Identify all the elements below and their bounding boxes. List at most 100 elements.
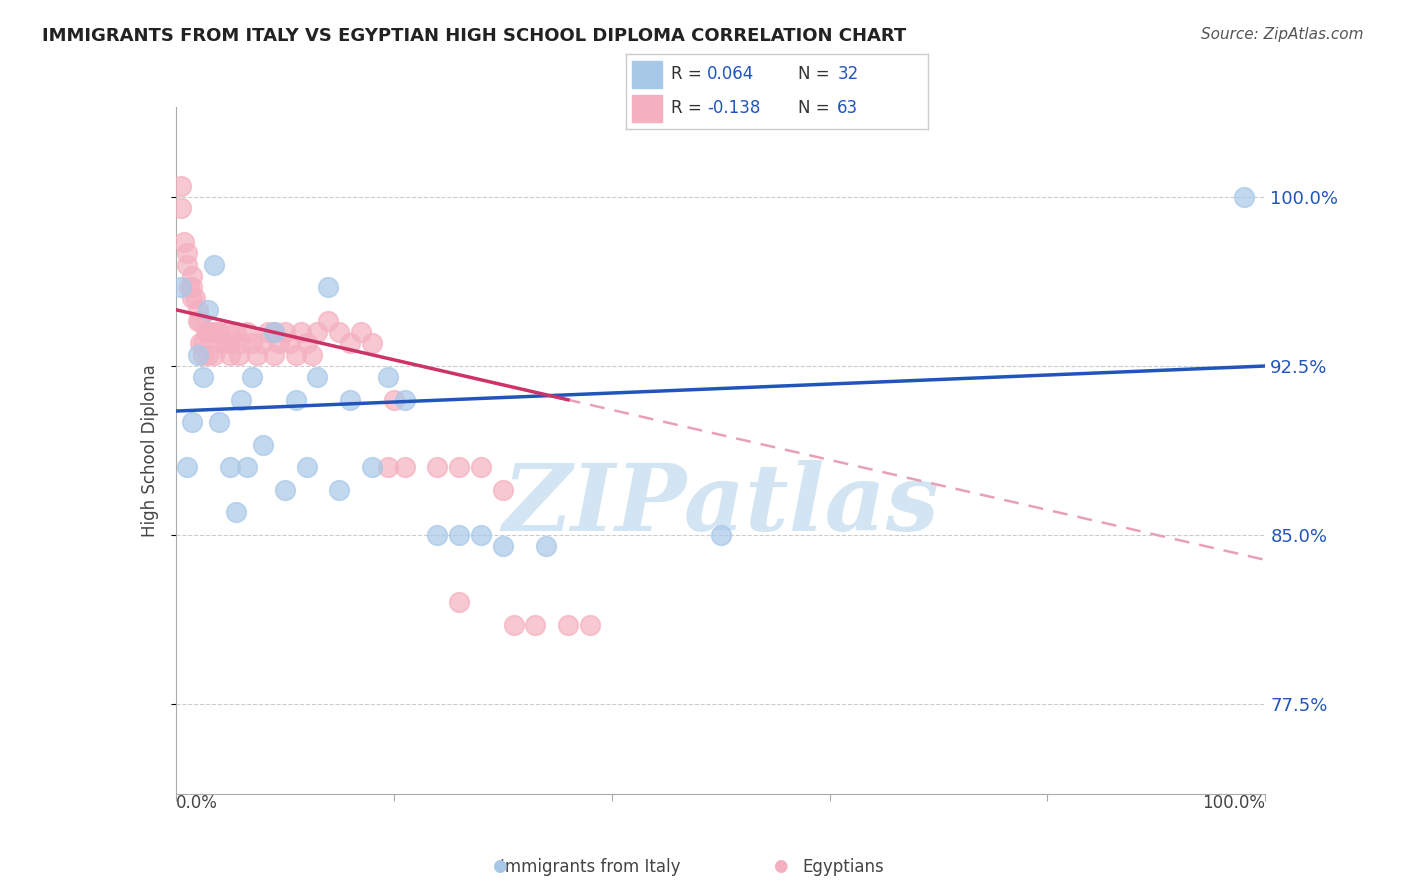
Point <box>252 438 274 452</box>
Point <box>447 595 470 609</box>
Point <box>394 460 416 475</box>
Point <box>214 336 236 351</box>
Point <box>470 460 492 475</box>
Point <box>257 325 280 339</box>
Point <box>447 460 470 475</box>
Text: ●: ● <box>773 856 787 874</box>
Point <box>470 528 492 542</box>
Point <box>191 348 214 362</box>
Point <box>318 280 340 294</box>
Point <box>186 348 209 362</box>
Point <box>188 314 211 328</box>
Text: R =: R = <box>671 65 707 83</box>
Point <box>205 325 228 339</box>
Point <box>177 280 200 294</box>
Text: ZIPatlas: ZIPatlas <box>502 460 939 550</box>
Text: Immigrants from Italy: Immigrants from Italy <box>501 858 681 876</box>
Point <box>235 325 257 339</box>
Point <box>191 336 214 351</box>
Point <box>225 505 247 519</box>
Point <box>274 325 297 339</box>
Point <box>492 483 515 497</box>
Text: 100.0%: 100.0% <box>1202 794 1265 812</box>
Point <box>181 292 204 306</box>
Point <box>377 460 399 475</box>
Point <box>290 325 312 339</box>
Point <box>252 336 274 351</box>
Point <box>284 392 307 407</box>
Point <box>278 336 301 351</box>
Text: N =: N = <box>799 65 835 83</box>
Point <box>492 539 515 553</box>
Text: Source: ZipAtlas.com: Source: ZipAtlas.com <box>1201 27 1364 42</box>
Point <box>295 336 318 351</box>
Point <box>579 618 602 632</box>
Point <box>307 370 329 384</box>
Point <box>269 336 291 351</box>
Text: 32: 32 <box>838 65 859 83</box>
Point <box>426 460 449 475</box>
Text: IMMIGRANTS FROM ITALY VS EGYPTIAN HIGH SCHOOL DIPLOMA CORRELATION CHART: IMMIGRANTS FROM ITALY VS EGYPTIAN HIGH S… <box>42 27 907 45</box>
Point <box>295 460 318 475</box>
Point <box>382 392 405 407</box>
Text: Egyptians: Egyptians <box>803 858 884 876</box>
Point <box>181 280 204 294</box>
Point <box>208 415 231 429</box>
Point <box>231 336 253 351</box>
Point <box>191 370 214 384</box>
Point <box>502 618 524 632</box>
Point <box>181 268 204 283</box>
Point <box>263 325 285 339</box>
Point <box>202 258 225 272</box>
Point <box>557 618 579 632</box>
Point <box>328 483 350 497</box>
Point <box>339 392 361 407</box>
Point <box>186 302 209 317</box>
Point <box>328 325 350 339</box>
Point <box>360 460 382 475</box>
Point <box>231 392 253 407</box>
Point <box>197 325 219 339</box>
Point <box>225 325 247 339</box>
Point <box>240 336 263 351</box>
Point <box>173 235 195 249</box>
Point <box>211 336 233 351</box>
Point <box>202 348 225 362</box>
Point <box>1232 190 1256 204</box>
Point <box>188 336 211 351</box>
Point <box>534 539 557 553</box>
Text: R =: R = <box>671 99 707 117</box>
Point <box>240 370 263 384</box>
Text: 0.0%: 0.0% <box>176 794 218 812</box>
Point <box>176 246 198 260</box>
Point <box>710 528 733 542</box>
Point <box>263 348 285 362</box>
Point <box>235 460 257 475</box>
Point <box>350 325 373 339</box>
Point <box>246 348 269 362</box>
Y-axis label: High School Diploma: High School Diploma <box>141 364 159 537</box>
Point <box>176 258 198 272</box>
Point <box>197 348 219 362</box>
Point <box>447 528 470 542</box>
Point <box>524 618 547 632</box>
Text: 63: 63 <box>838 99 859 117</box>
Point <box>284 348 307 362</box>
Point <box>184 292 207 306</box>
Point <box>377 370 399 384</box>
Point <box>339 336 361 351</box>
Point <box>301 348 323 362</box>
Point <box>197 302 219 317</box>
Point <box>170 280 193 294</box>
Point <box>228 348 250 362</box>
Point <box>219 460 242 475</box>
Point <box>394 392 416 407</box>
Bar <box>631 62 662 87</box>
Point <box>263 325 285 339</box>
Point <box>426 528 449 542</box>
Point <box>217 325 239 339</box>
Text: ●: ● <box>492 856 506 874</box>
Point <box>360 336 382 351</box>
Point <box>307 325 329 339</box>
Point <box>208 325 231 339</box>
